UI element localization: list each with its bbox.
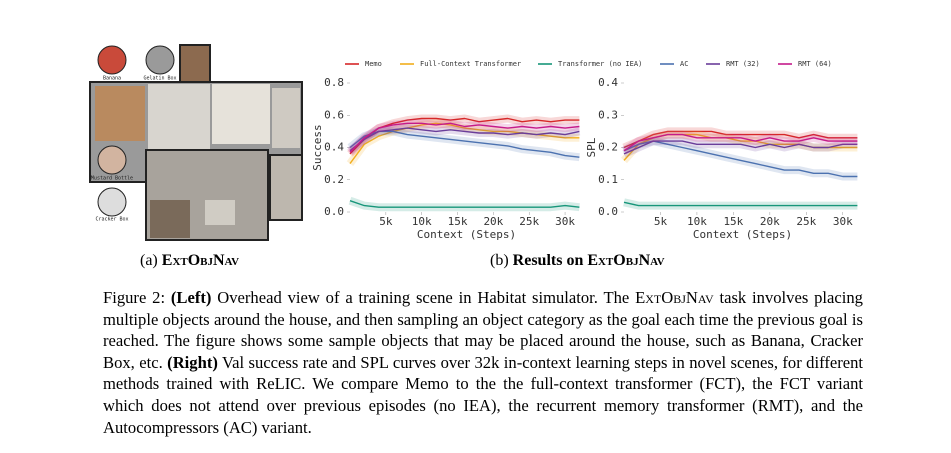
line bbox=[623, 133, 858, 152]
task-name: ExtObjNav bbox=[587, 252, 665, 269]
legend-label: Full-Context Transformer bbox=[420, 60, 521, 68]
x-tick-label: 5k bbox=[654, 215, 668, 228]
caption-text: Overhead view of a training scene in Hab… bbox=[217, 288, 630, 307]
y-tick-label: 0.2 bbox=[324, 173, 344, 186]
legend-label: Memo bbox=[365, 60, 382, 68]
line bbox=[349, 122, 580, 165]
y-tick-label: 0.4 bbox=[598, 76, 618, 89]
x-tick-label: 20k bbox=[483, 215, 503, 228]
y-tick-label: 0.0 bbox=[324, 205, 344, 218]
x-axis-label: Context (Steps) bbox=[417, 228, 516, 241]
band bbox=[348, 196, 580, 212]
x-tick-label: 30k bbox=[555, 215, 575, 228]
y-tick-label: 0.6 bbox=[324, 108, 344, 121]
line bbox=[623, 140, 858, 155]
y-tick-label: 0.3 bbox=[598, 108, 618, 121]
floor-plan: Banana Gelatin Box Mustard Bottle Cracke… bbox=[89, 44, 303, 241]
label: (a) bbox=[140, 252, 158, 269]
line bbox=[349, 127, 580, 152]
x-tick-label: 5k bbox=[379, 215, 393, 228]
y-tick-label: 0.2 bbox=[598, 141, 618, 154]
figure: Banana Gelatin Box Mustard Bottle Cracke… bbox=[89, 44, 858, 241]
x-tick-label: 25k bbox=[796, 215, 816, 228]
caption-bold: (Right) bbox=[167, 352, 218, 372]
x-tick-label: 15k bbox=[723, 215, 743, 228]
legend-label: RMT (64) bbox=[798, 60, 832, 68]
y-axis-label: Success bbox=[311, 124, 324, 170]
task-name: ExtObjNav bbox=[635, 288, 714, 307]
y-tick-label: 0.4 bbox=[324, 141, 344, 154]
x-tick-label: 20k bbox=[760, 215, 780, 228]
subcaption-b: (b) Results on ExtObjNav bbox=[490, 252, 665, 270]
y-tick-label: 0.1 bbox=[598, 173, 618, 186]
object-label: Gelatin Box bbox=[143, 76, 176, 82]
y-axis-label: SPL bbox=[585, 137, 598, 157]
caption-text: task involves placing multiple objects a… bbox=[103, 288, 863, 372]
legend-label: RMT (32) bbox=[726, 60, 760, 68]
subcaption-a: (a) ExtObjNav bbox=[140, 252, 239, 270]
label: (b) bbox=[490, 252, 509, 269]
text: Results on bbox=[512, 252, 584, 269]
x-axis-label: Context (Steps) bbox=[693, 228, 792, 241]
caption-text: Figure 2: bbox=[103, 288, 166, 307]
object-label: Cracker Box bbox=[95, 217, 128, 223]
line bbox=[349, 130, 580, 158]
line bbox=[623, 201, 858, 207]
x-tick-label: 10k bbox=[687, 215, 707, 228]
x-tick-label: 30k bbox=[833, 215, 853, 228]
line bbox=[349, 200, 580, 208]
caption-bold: (Left) bbox=[170, 288, 212, 307]
x-tick-label: 15k bbox=[448, 215, 468, 228]
line bbox=[623, 140, 858, 178]
task-name: ExtObjNav bbox=[161, 252, 240, 269]
x-tick-label: 25k bbox=[519, 215, 539, 228]
object-label: Mustard Bottle bbox=[91, 176, 133, 182]
line bbox=[623, 130, 858, 149]
x-tick-label: 10k bbox=[412, 215, 432, 228]
caption: Figure 2: (Left) Overhead view of a trai… bbox=[103, 287, 863, 438]
line bbox=[349, 117, 580, 155]
y-tick-label: 0.8 bbox=[324, 76, 344, 89]
y-tick-label: 0.0 bbox=[598, 205, 618, 218]
caption-text: Val success rate and SPL curves over 32k… bbox=[103, 352, 864, 437]
line bbox=[349, 122, 580, 153]
legend-label: AC bbox=[680, 60, 688, 68]
object-label: Banana bbox=[103, 76, 121, 82]
legend-label: Transformer (no IEA) bbox=[558, 60, 642, 68]
